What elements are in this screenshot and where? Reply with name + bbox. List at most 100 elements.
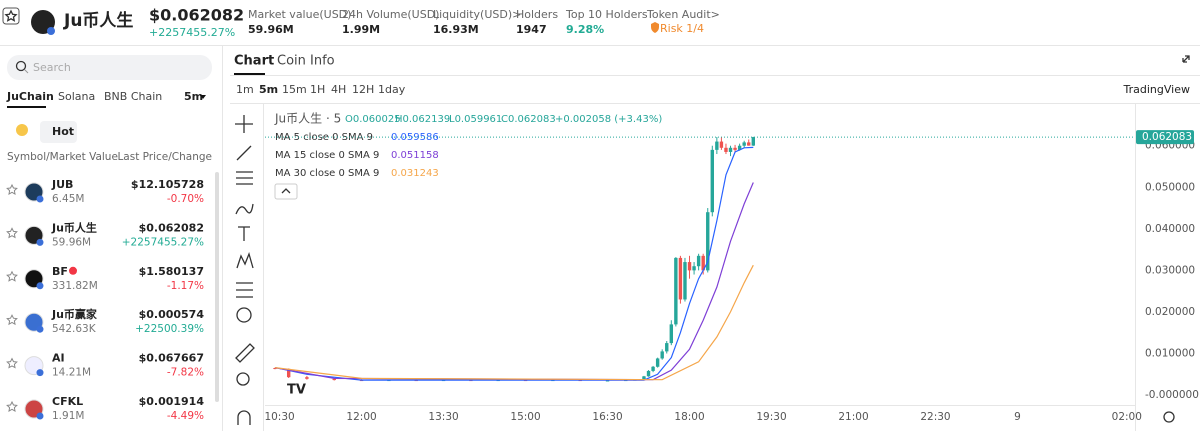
interval-button[interactable]: 1H [310, 83, 325, 96]
icon-tool[interactable] [236, 307, 252, 323]
scrollbar[interactable] [215, 172, 219, 402]
collapse-icon [281, 188, 291, 194]
token-change: -7.82% [167, 367, 204, 379]
candle-body [332, 378, 336, 381]
favorite-star[interactable] [6, 270, 18, 282]
candle-body [273, 368, 277, 370]
pattern-tool[interactable] [236, 251, 254, 269]
token-price: $0.062082 [149, 6, 244, 25]
candle-body [692, 266, 696, 271]
candle-body [665, 343, 669, 352]
stat-label: Market value(USD) [248, 8, 351, 21]
token-price: $0.062082 [139, 221, 204, 234]
chart-title: Ju币人生 · 5 [274, 112, 341, 126]
candle-body [651, 366, 655, 371]
interval-button[interactable]: 1day [378, 83, 406, 96]
token-symbol: Ju币人生 [63, 10, 133, 31]
crosshair-tool[interactable] [235, 115, 253, 133]
warning-badge [69, 266, 77, 275]
candle-body [733, 147, 737, 150]
candle-body [642, 376, 646, 380]
token-symbol: CFKL [52, 395, 83, 408]
fullscreen-button[interactable] [1182, 55, 1190, 63]
token-market-value: 542.63K [52, 323, 97, 335]
brush-tool[interactable] [235, 203, 254, 215]
x-tick-label: 12:00 [346, 411, 376, 423]
interval-button[interactable]: 5m [259, 83, 278, 96]
y-tick-label: 0.050000 [1145, 181, 1195, 193]
star-icon [4, 9, 18, 22]
candle-body [687, 262, 692, 271]
x-tick-label: 15:00 [510, 411, 540, 423]
y-tick-label: 0.040000 [1145, 223, 1195, 235]
candle-body [728, 147, 733, 152]
chain-tab[interactable]: JuChain [6, 90, 54, 103]
audit-label: Token Audit> [646, 8, 720, 21]
interval-select[interactable]: 5m [184, 90, 203, 103]
ohlc-label: L0.059961 [449, 114, 502, 125]
search-icon [24, 69, 29, 74]
favorite-button[interactable] [2, 7, 20, 25]
chain-tab[interactable]: Solana [58, 90, 95, 103]
interval-button[interactable]: 1m [236, 83, 254, 96]
candle-body [646, 370, 651, 377]
candle-body [605, 380, 610, 382]
hot-tab[interactable] [40, 121, 77, 143]
x-tick-label: 22:30 [920, 411, 950, 423]
candle-body [286, 368, 291, 378]
token-symbol: Ju币赢家 [51, 307, 98, 321]
token-symbol: BF [52, 265, 68, 278]
favorite-star[interactable] [6, 357, 18, 369]
interval-button[interactable]: 12H [352, 83, 374, 96]
candle-body [710, 149, 714, 213]
token-market-value: 59.96M [52, 236, 91, 248]
y-tick-label: 0.030000 [1145, 264, 1195, 276]
token-change: -1.17% [167, 280, 204, 292]
y-tick-label: 0.020000 [1145, 306, 1195, 318]
chain-tab[interactable]: BNB Chain [104, 90, 162, 103]
tab[interactable]: Chart [234, 54, 274, 69]
legend-value: 0.059586 [391, 132, 439, 143]
token-symbol: AI [52, 352, 65, 365]
audit-value: Risk 1/4 [660, 22, 704, 35]
favorite-star[interactable] [6, 183, 18, 195]
magnet-tool[interactable] [237, 410, 251, 425]
candle-body [305, 377, 309, 379]
ohlc-label: C0.062083 [501, 114, 556, 125]
favorite-star[interactable] [6, 314, 18, 326]
tab[interactable]: Coin Info [277, 54, 335, 69]
ohlc-label: O0.060025 [345, 114, 401, 125]
chain-badge [36, 282, 44, 290]
zoom-tool[interactable] [236, 372, 250, 386]
drawing-tools [235, 115, 255, 425]
trend-line-tool[interactable] [236, 145, 252, 161]
hot-label: Hot [52, 125, 74, 138]
interval-button[interactable]: 4H [331, 83, 346, 96]
x-tick-label: 9 [1014, 411, 1021, 423]
stat-label: Liquidity(USD)> [433, 8, 521, 21]
token-change: +2257455.27% [122, 236, 204, 248]
stat-label: Top 10 Holders [565, 8, 648, 21]
settings-button[interactable] [1163, 411, 1175, 423]
y-tick-label: 0.010000 [1145, 347, 1195, 359]
token-market-value: 6.45M [52, 193, 84, 205]
prediction-tool[interactable] [236, 282, 253, 298]
search-box[interactable] [7, 55, 212, 80]
favorite-star[interactable] [6, 227, 18, 239]
chain-badge [36, 238, 44, 246]
fib-tool[interactable] [236, 171, 253, 185]
stat-value: 16.93M [433, 23, 479, 36]
candle-body [737, 145, 742, 150]
measure-tool[interactable] [235, 343, 255, 363]
text-tool[interactable] [238, 226, 250, 241]
collapse-legend-button[interactable] [274, 183, 298, 200]
candle-body [669, 324, 674, 344]
favorite-star[interactable] [6, 400, 18, 412]
legend-value: 0.051158 [391, 150, 439, 161]
x-tick-label: 16:30 [592, 411, 622, 423]
candle-body [715, 141, 719, 150]
interval-button[interactable]: 15m [282, 83, 307, 96]
token-market-value: 331.82M [52, 280, 98, 292]
legend-name: MA 5 close 0 SMA 9 [275, 132, 373, 143]
risk-shield-icon [651, 22, 659, 33]
